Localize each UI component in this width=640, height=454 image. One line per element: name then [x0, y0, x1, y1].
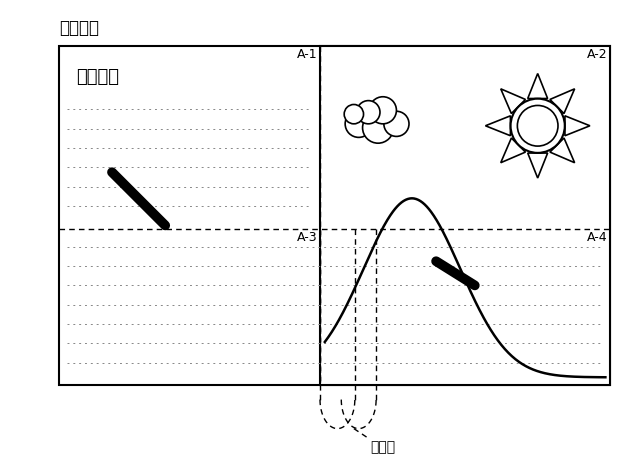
Circle shape	[369, 97, 396, 124]
Polygon shape	[500, 89, 525, 114]
Circle shape	[344, 104, 364, 124]
Circle shape	[511, 99, 564, 153]
Circle shape	[517, 105, 558, 146]
Polygon shape	[550, 89, 575, 114]
Text: A-1: A-1	[296, 49, 317, 61]
Polygon shape	[528, 153, 548, 178]
Bar	[320, 46, 611, 385]
Text: A-3: A-3	[296, 231, 317, 244]
Circle shape	[356, 101, 380, 124]
Text: A-2: A-2	[587, 49, 607, 61]
Circle shape	[384, 111, 409, 136]
Polygon shape	[485, 116, 511, 136]
Text: 印刷画像: 印刷画像	[59, 19, 99, 37]
Polygon shape	[550, 138, 575, 163]
Text: 登山日記: 登山日記	[76, 68, 119, 86]
Polygon shape	[528, 74, 548, 99]
Circle shape	[345, 110, 372, 138]
Text: A-4: A-4	[587, 231, 607, 244]
Text: 分割線: 分割線	[371, 440, 396, 454]
Bar	[59, 46, 611, 385]
Polygon shape	[500, 138, 525, 163]
Circle shape	[363, 112, 394, 143]
Polygon shape	[565, 116, 590, 136]
